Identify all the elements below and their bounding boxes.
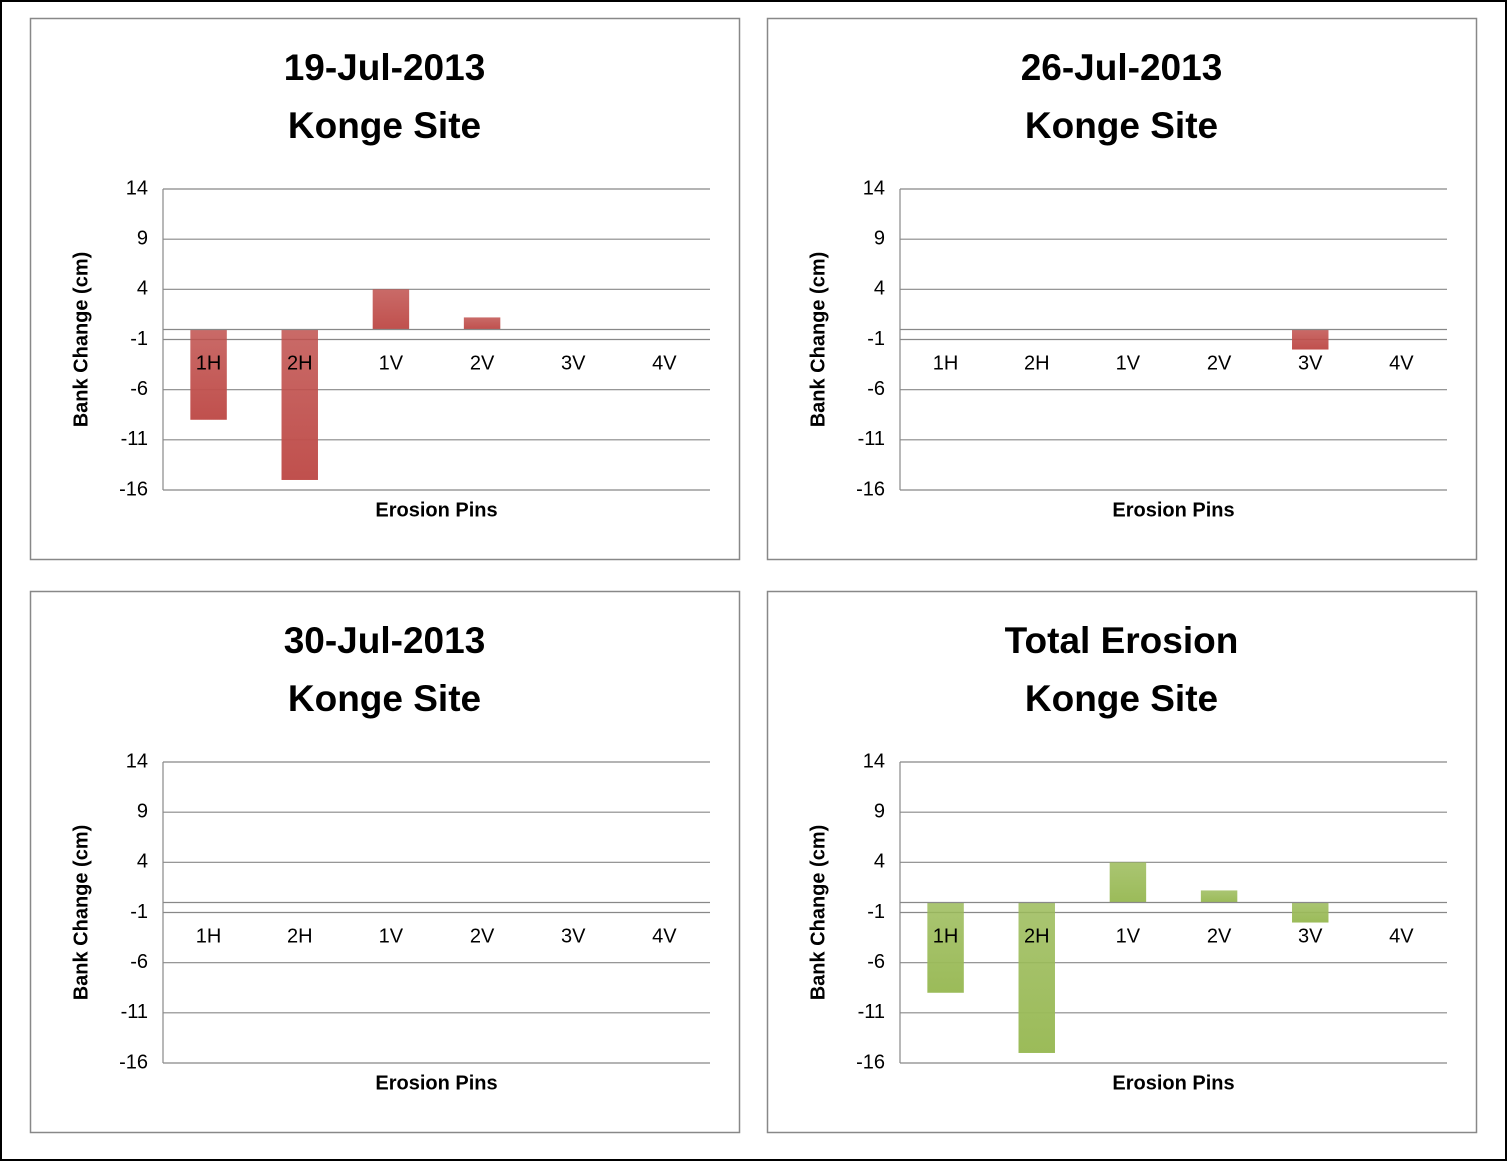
y-tick-label: -16 xyxy=(856,1051,885,1073)
x-tick-label: 3V xyxy=(561,353,586,375)
y-tick-label: -11 xyxy=(121,1001,148,1023)
chart-title: Konge Site xyxy=(1025,678,1218,719)
y-tick-label: -1 xyxy=(130,901,148,923)
y-tick-label: -6 xyxy=(130,951,148,973)
bar xyxy=(190,329,227,420)
y-axis-title: Bank Change (cm) xyxy=(70,252,92,428)
x-tick-label: 4V xyxy=(652,353,677,375)
y-tick-label: -16 xyxy=(119,478,148,500)
chart-title: 26-Jul-2013 xyxy=(1021,47,1223,88)
bar xyxy=(1018,902,1055,1053)
y-tick-label: 14 xyxy=(126,750,148,772)
chart-title: Total Erosion xyxy=(1005,620,1239,661)
bar xyxy=(372,289,410,330)
chart-panel: 26-Jul-2013 Konge Site Bank Change (cm) Ero… xyxy=(766,17,1478,561)
x-axis-title: Erosion Pins xyxy=(375,1072,497,1094)
x-axis-title: Erosion Pins xyxy=(1112,1072,1234,1094)
x-tick-label: 1V xyxy=(1116,353,1141,375)
x-tick-label: 3V xyxy=(1298,926,1323,948)
chart-title: Konge Site xyxy=(1025,105,1218,146)
bar xyxy=(1292,902,1329,923)
x-tick-label: 2H xyxy=(1024,353,1050,375)
bar xyxy=(927,902,964,993)
x-tick-label: 1H xyxy=(933,353,959,375)
x-tick-label: 2H xyxy=(287,926,313,948)
x-tick-label: 2H xyxy=(287,353,313,375)
y-tick-label: -6 xyxy=(867,378,885,400)
x-tick-label: 4V xyxy=(652,926,677,948)
x-tick-label: 2V xyxy=(1207,926,1232,948)
x-tick-label: 1H xyxy=(196,353,222,375)
y-tick-label: 9 xyxy=(137,800,148,822)
bar xyxy=(1292,329,1329,350)
bar xyxy=(1200,890,1238,903)
x-tick-label: 2V xyxy=(470,926,495,948)
x-axis-title: Erosion Pins xyxy=(1112,499,1234,521)
chart-title: 30-Jul-2013 xyxy=(284,620,486,661)
y-tick-label: -11 xyxy=(121,428,148,450)
x-tick-label: 4V xyxy=(1389,926,1414,948)
y-tick-label: 9 xyxy=(137,227,148,249)
y-tick-label: -1 xyxy=(130,328,148,350)
chart-title: Konge Site xyxy=(288,678,481,719)
x-tick-label: 2H xyxy=(1024,926,1050,948)
y-tick-label: 9 xyxy=(874,227,885,249)
y-tick-label: 9 xyxy=(874,800,885,822)
x-tick-label: 2V xyxy=(470,353,495,375)
x-tick-label: 1V xyxy=(379,353,404,375)
x-tick-label: 3V xyxy=(1298,353,1323,375)
y-tick-label: -11 xyxy=(858,428,885,450)
chart-title: Konge Site xyxy=(288,105,481,146)
y-axis-title: Bank Change (cm) xyxy=(807,825,829,1001)
chart-title: 19-Jul-2013 xyxy=(284,47,486,88)
chart-panel: 19-Jul-2013 Konge Site Bank Change (cm) Ero… xyxy=(29,17,741,561)
bar xyxy=(281,329,318,480)
y-tick-label: -6 xyxy=(130,378,148,400)
y-tick-label: 4 xyxy=(137,851,148,873)
y-tick-label: -16 xyxy=(856,478,885,500)
y-axis-title: Bank Change (cm) xyxy=(70,825,92,1001)
y-tick-label: 14 xyxy=(126,177,148,199)
y-tick-label: 14 xyxy=(863,177,885,199)
x-tick-label: 1H xyxy=(196,926,222,948)
x-tick-label: 1V xyxy=(1116,926,1141,948)
x-axis-title: Erosion Pins xyxy=(375,499,497,521)
y-axis-title: Bank Change (cm) xyxy=(807,252,829,428)
x-tick-label: 1V xyxy=(379,926,404,948)
y-tick-label: -11 xyxy=(858,1001,885,1023)
bar xyxy=(463,317,501,330)
y-tick-label: 4 xyxy=(874,851,885,873)
y-tick-label: -1 xyxy=(867,328,885,350)
y-tick-label: -6 xyxy=(867,951,885,973)
y-tick-label: 4 xyxy=(137,278,148,300)
y-tick-label: 14 xyxy=(863,750,885,772)
chart-panel: Total Erosion Konge Site Bank Change (cm) E… xyxy=(766,590,1478,1134)
y-tick-label: 4 xyxy=(874,278,885,300)
y-tick-label: -1 xyxy=(867,901,885,923)
x-tick-label: 3V xyxy=(561,926,586,948)
chart-panel: 30-Jul-2013 Konge Site Bank Change (cm) Ero… xyxy=(29,590,741,1134)
x-tick-label: 4V xyxy=(1389,353,1414,375)
bar xyxy=(1109,862,1147,903)
x-tick-label: 1H xyxy=(933,926,959,948)
y-tick-label: -16 xyxy=(119,1051,148,1073)
x-tick-label: 2V xyxy=(1207,353,1232,375)
